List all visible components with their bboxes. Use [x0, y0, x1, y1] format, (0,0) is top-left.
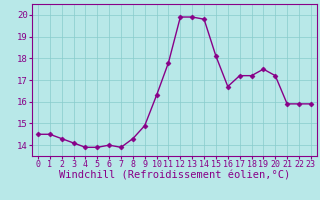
X-axis label: Windchill (Refroidissement éolien,°C): Windchill (Refroidissement éolien,°C) [59, 171, 290, 181]
